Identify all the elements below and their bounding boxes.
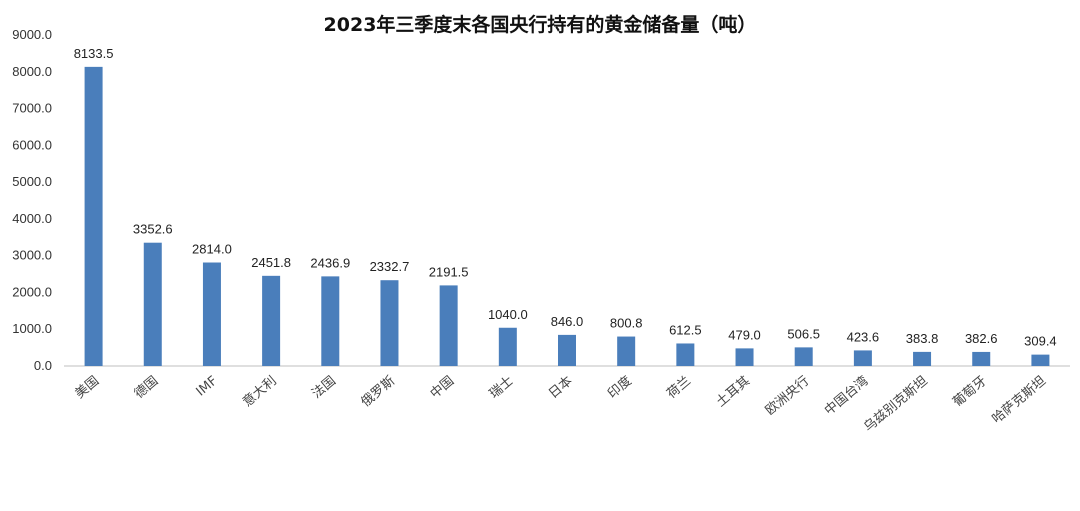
y-tick-label: 4000.0: [12, 211, 52, 226]
data-label: 8133.5: [74, 46, 114, 61]
bar: [617, 336, 636, 366]
data-label: 2332.7: [370, 259, 410, 274]
chart-title: 2023年三季度末各国央行持有的黄金储备量（吨）: [323, 14, 757, 36]
y-tick-label: 3000.0: [12, 248, 52, 263]
data-label: 2451.8: [251, 255, 291, 270]
bars-group: [84, 66, 1050, 366]
category-label: 美国: [73, 374, 103, 402]
data-label: 800.8: [610, 316, 643, 331]
bar: [262, 275, 281, 366]
y-tick-label: 6000.0: [12, 137, 52, 152]
data-label: 423.6: [847, 329, 880, 344]
category-label: 意大利: [240, 373, 280, 410]
bar: [321, 276, 340, 366]
bar: [498, 327, 517, 366]
data-label: 382.6: [965, 331, 998, 346]
bar: [1031, 354, 1050, 366]
data-label: 612.5: [669, 322, 702, 337]
bar: [676, 343, 695, 366]
category-label: 日本: [546, 374, 576, 402]
category-label: 乌兹别克斯坦: [861, 373, 931, 435]
y-tick-label: 8000.0: [12, 64, 52, 79]
y-tick-label: 7000.0: [12, 101, 52, 116]
data-label: 479.0: [728, 327, 761, 342]
category-label: 印度: [605, 373, 635, 402]
bar: [202, 262, 221, 366]
y-tick-label: 1000.0: [12, 321, 52, 336]
data-label: 309.4: [1024, 334, 1057, 349]
data-label: 1040.0: [488, 307, 528, 322]
bar: [794, 347, 813, 366]
bar: [439, 285, 458, 366]
data-label: 506.5: [787, 326, 820, 341]
bar: [558, 334, 576, 366]
category-label: 中国: [428, 374, 458, 402]
y-tick-label: 2000.0: [12, 284, 52, 299]
category-label: 俄罗斯: [359, 374, 399, 411]
category-label: 中国台湾: [821, 373, 871, 419]
data-label: 846.0: [551, 314, 584, 329]
data-label: 2814.0: [192, 242, 232, 257]
axes-group: 0.0 1000.0 2000.0 3000.0 4000.0 5000.0 6000.0 7…: [12, 27, 1070, 373]
bar: [735, 348, 754, 366]
category-label: 德国: [132, 374, 162, 402]
category-label: 荷兰: [664, 374, 694, 402]
category-label: 欧洲央行: [763, 374, 812, 419]
data-label: 3352.6: [133, 222, 173, 237]
category-label: 土耳其: [714, 374, 754, 411]
data-label: 383.8: [906, 331, 939, 346]
labels-group: 8133.5 美国 3352.6 德国 2814.0 IMF 2451.8 意大利 2436.9…: [73, 46, 1057, 435]
category-label: 瑞士: [487, 374, 517, 402]
y-tick-label: 5000.0: [12, 174, 52, 189]
bar: [913, 351, 932, 366]
data-label: 2191.5: [429, 264, 469, 279]
data-label: 2436.9: [310, 255, 350, 270]
y-tick-label: 0.0: [34, 358, 52, 373]
category-label: 葡萄牙: [950, 374, 990, 411]
bar: [380, 280, 399, 366]
category-label: IMF: [194, 374, 221, 400]
bar: [853, 350, 872, 366]
bar: [84, 66, 103, 366]
bar: [972, 351, 991, 366]
category-label: 哈萨克斯坦: [990, 374, 1049, 427]
category-label: 法国: [309, 374, 339, 402]
bar: [143, 242, 162, 366]
y-tick-label: 9000.0: [12, 27, 52, 42]
